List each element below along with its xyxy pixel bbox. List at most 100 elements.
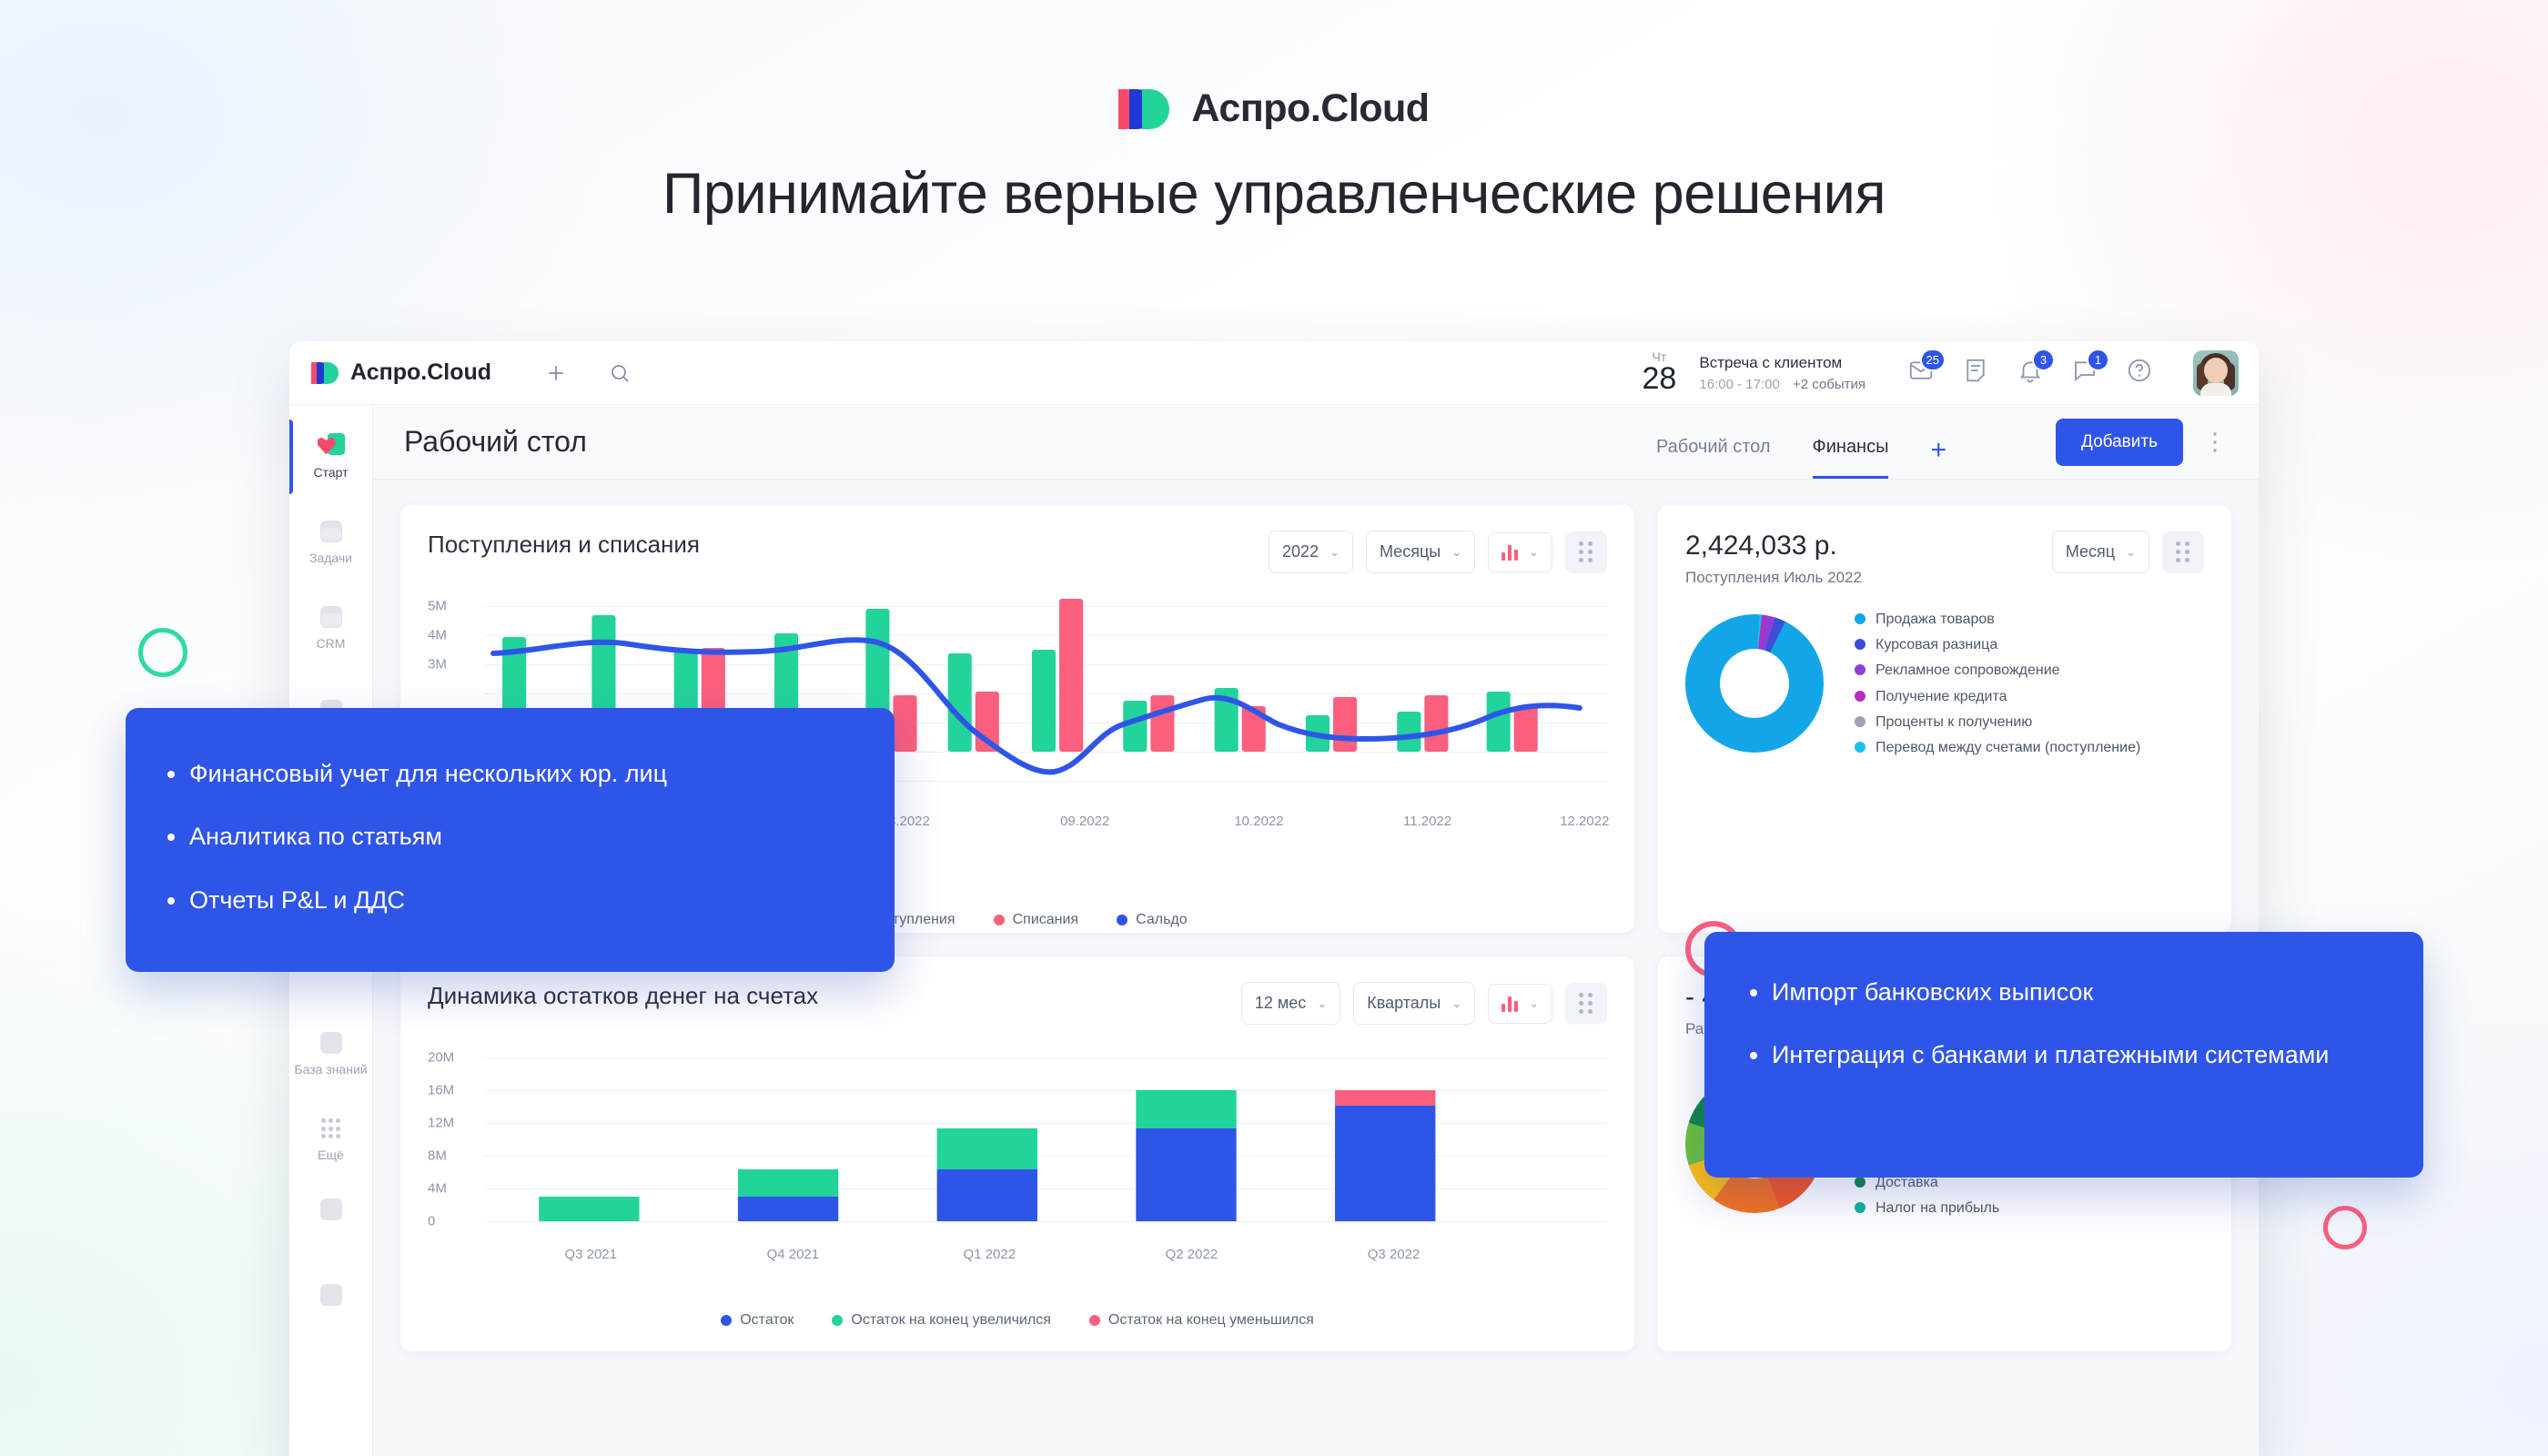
y-tick-label: 4M xyxy=(428,627,447,643)
help-icon[interactable] xyxy=(2126,357,2153,389)
legend-item[interactable]: Доставка xyxy=(1855,1174,2068,1191)
sidebar-item-label: Старт xyxy=(313,465,349,480)
chevron-down-icon: ⌄ xyxy=(1317,996,1328,1010)
settings-icon xyxy=(318,1197,345,1222)
legend-item[interactable]: Остаток на конец увеличился xyxy=(832,1312,1051,1329)
callout-bank-features: Импорт банковских выписок Интеграция с б… xyxy=(1704,932,2423,1178)
period-select-value: Кварталы xyxy=(1367,994,1441,1012)
add-button[interactable]: Добавить xyxy=(2056,418,2183,466)
kebab-menu-icon[interactable]: ⋮ xyxy=(2203,428,2228,455)
sidebar-item-start[interactable]: Старт xyxy=(289,414,372,500)
sidebar-item-profile[interactable] xyxy=(289,1252,372,1338)
legend-label: Перевод между счетами (поступление) xyxy=(1876,739,2141,755)
legend-label: Получение кредита xyxy=(1876,688,2007,704)
date-day: 28 xyxy=(1642,360,1677,396)
more-icon xyxy=(318,1116,345,1141)
donut-chart-income[interactable] xyxy=(1685,614,1824,753)
kpi-subtitle: Поступления Июль 2022 xyxy=(1685,569,1862,586)
legend-item[interactable]: Перевод между счетами (поступление) xyxy=(1855,739,2140,756)
donut-legend-income: Продажа товаров Курсовая разница Рекламн… xyxy=(1855,611,2140,756)
legend-item[interactable]: Проценты к получению xyxy=(1855,713,2140,731)
tab-workspace[interactable]: Рабочий стол xyxy=(1655,437,1771,457)
legend-item[interactable]: Продажа товаров xyxy=(1855,611,2140,628)
legend-item[interactable]: Получение кредита xyxy=(1855,688,2140,705)
legend-item[interactable]: Остаток на конец уменьшился xyxy=(1088,1312,1314,1329)
sidebar-item-label: CRM xyxy=(316,636,346,652)
card-income-breakdown: 2,424,033 р. Поступления Июль 2022 Месяц… xyxy=(1658,505,2231,933)
period-select[interactable]: Кварталы ⌄ xyxy=(1353,982,1476,1025)
year-select[interactable]: 2022 ⌄ xyxy=(1269,531,1353,573)
bar-chart-icon xyxy=(1502,996,1519,1012)
sidebar-item-more[interactable]: Ещё xyxy=(289,1097,372,1182)
event-title: Встреча с клиентом xyxy=(1699,353,1843,371)
decorative-ring-green xyxy=(138,628,187,677)
drag-grip-icon[interactable] xyxy=(1565,982,1607,1025)
card-controls: Месяц ⌄ xyxy=(2051,531,2204,573)
search-icon[interactable] xyxy=(608,361,632,385)
period-select-value: Месяц xyxy=(2065,542,2116,561)
legend-item[interactable]: Списания xyxy=(993,912,1079,928)
y-tick-label: 12M xyxy=(428,1115,455,1131)
add-tab-icon[interactable]: + xyxy=(1930,435,1947,465)
chevron-down-icon: ⌄ xyxy=(1330,544,1340,559)
y-tick-label: 16M xyxy=(428,1082,455,1098)
callout-item: Импорт банковских выписок xyxy=(1744,976,2383,1008)
bell-icon[interactable]: 3 xyxy=(2017,349,2055,389)
kpi-block: 2,424,033 р. Поступления Июль 2022 xyxy=(1685,531,1862,587)
legend-label: Проценты к получению xyxy=(1876,713,2033,730)
chart-legend: Остаток Остаток на конец увеличился Оста… xyxy=(428,1312,1607,1329)
plus-icon[interactable] xyxy=(544,361,568,385)
legend-item[interactable]: Остаток xyxy=(721,1312,794,1329)
decorative-ring-pink-2 xyxy=(2323,1206,2367,1249)
knowledge-base-icon xyxy=(318,1030,345,1056)
sidebar-item-settings[interactable] xyxy=(289,1167,372,1252)
next-event[interactable]: Встреча с клиентом 16:00 - 17:00 +2 собы… xyxy=(1699,354,1866,392)
notes-icon[interactable] xyxy=(1962,357,1989,389)
kpi-value: 2,424,033 р. xyxy=(1685,531,1837,561)
sidebar-item-tasks[interactable]: Задачи xyxy=(289,500,372,585)
sidebar-item-knowledge-base[interactable]: База знаний xyxy=(289,1011,372,1097)
callout-item: Финансовый учет для нескольких юр. лиц xyxy=(162,757,858,790)
drag-grip-icon[interactable] xyxy=(1565,531,1607,573)
legend-label: Списания xyxy=(1012,912,1079,927)
legend-label: Курсовая разница xyxy=(1876,637,1998,653)
chart-type-select[interactable]: ⌄ xyxy=(1488,983,1552,1024)
start-icon xyxy=(317,433,345,459)
legend-item[interactable]: Рекламное сопровождение xyxy=(1855,662,2140,679)
period-select[interactable]: Месяц ⌄ xyxy=(2051,531,2149,573)
sidebar-item-label: База знаний xyxy=(294,1062,368,1077)
legend-item[interactable]: Курсовая разница xyxy=(1855,636,2140,653)
chart-type-select[interactable]: ⌄ xyxy=(1488,531,1552,572)
tab-finance[interactable]: Финансы xyxy=(1812,437,1889,479)
x-tick-label: Q1 2022 xyxy=(963,1247,1016,1262)
y-tick-label: 4M xyxy=(428,1180,447,1197)
legend-item[interactable]: Сальдо xyxy=(1117,912,1188,928)
range-select[interactable]: 12 мес ⌄ xyxy=(1240,982,1341,1025)
sidebar-item-crm[interactable]: CRM xyxy=(289,585,372,671)
user-avatar[interactable] xyxy=(2193,349,2239,396)
period-select[interactable]: Месяцы ⌄ xyxy=(1365,531,1476,573)
legend-label: Рекламное сопровождение xyxy=(1876,662,2060,679)
y-tick-label: 8M xyxy=(428,1148,447,1164)
legend-label: Сальдо xyxy=(1136,912,1188,927)
drag-grip-icon[interactable] xyxy=(2162,531,2204,573)
y-tick-label: 20M xyxy=(428,1049,455,1066)
callout-item: Интеграция с банками и платежными систем… xyxy=(1744,1038,2383,1071)
brand-lockup: Аспро.Cloud xyxy=(1118,86,1430,131)
y-tick-label: 3M xyxy=(428,656,447,672)
crm-icon xyxy=(318,604,345,630)
header-actions: Добавить ⋮ xyxy=(2056,418,2228,466)
page-title: Рабочий стол xyxy=(404,425,587,458)
chat-icon[interactable]: 1 xyxy=(2071,349,2109,389)
chevron-down-icon: ⌄ xyxy=(1451,544,1462,559)
chevron-down-icon: ⌄ xyxy=(1451,996,1462,1010)
mail-badge: 25 xyxy=(1919,349,1946,371)
y-tick-label: 0 xyxy=(428,1213,436,1229)
app-logo-icon[interactable] xyxy=(311,361,341,384)
x-tick-label: 09.2022 xyxy=(1060,814,1110,829)
mail-icon[interactable]: 25 xyxy=(1907,349,1946,389)
legend-item[interactable]: Налог на прибыль xyxy=(1855,1199,2068,1217)
bar-chart-icon xyxy=(1502,544,1519,561)
topbar-actions xyxy=(544,361,632,385)
x-tick-label: Q3 2021 xyxy=(564,1247,617,1262)
